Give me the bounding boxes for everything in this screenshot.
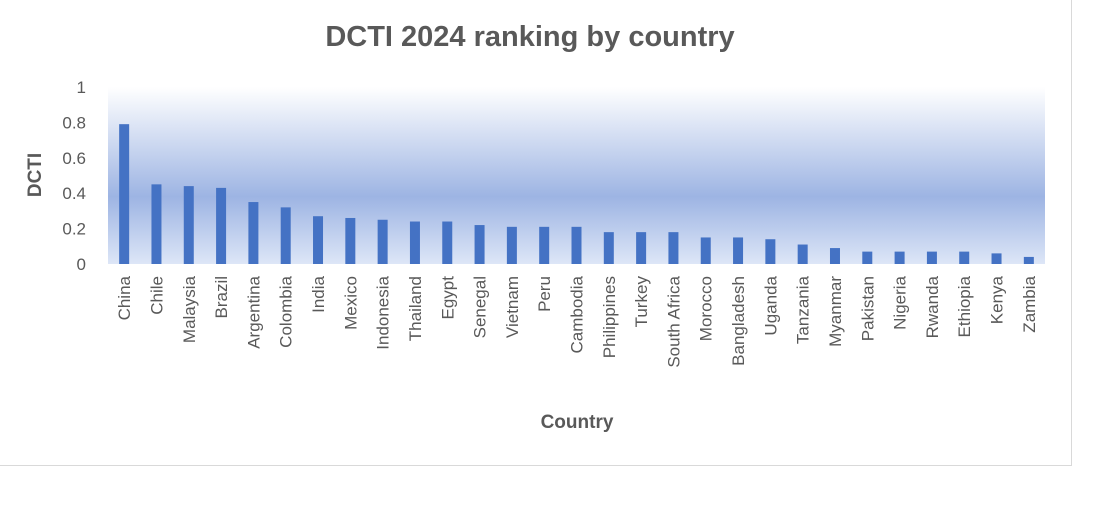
x-axis-labels: China Chile Malaysia Brazil Argentina Colombi… [115,275,1039,367]
x-tick-label: Kenya [988,275,1007,324]
bar [700,237,711,264]
bar [151,184,162,264]
y-tick-label: 0 [77,255,86,274]
bar [829,248,840,264]
bar [894,251,905,264]
bar [926,251,937,264]
x-tick-label: China [115,275,134,320]
y-tick-label: 0.4 [62,184,86,203]
x-tick-label: Turkey [632,276,651,328]
bar [733,237,744,264]
y-tick-label: 0.8 [62,113,86,132]
bar [668,232,679,264]
x-tick-label: Pakistan [858,276,877,341]
bar [571,226,582,264]
x-tick-label: Thailand [406,276,425,341]
bar [119,124,130,264]
x-tick-label: Malaysia [180,275,199,343]
bar [1023,256,1034,264]
x-tick-label: Rwanda [923,275,942,338]
bar [862,251,873,264]
x-tick-label: Colombia [277,275,296,347]
y-tick-label: 1 [77,78,86,97]
y-axis-ticks: 0 0.2 0.4 0.6 0.8 1 [62,78,86,274]
chart-title: DCTI 2024 ranking by country [325,21,734,53]
x-tick-label: South Africa [664,275,683,367]
x-tick-label: Uganda [761,275,780,335]
bars [119,124,1034,264]
x-axis-title: Country [541,412,614,433]
x-tick-label: Tanzania [794,275,813,344]
x-tick-label: Philippines [600,276,619,358]
bar [959,251,970,264]
x-tick-label: Zambia [1020,275,1039,332]
x-tick-label: Argentina [244,275,263,348]
x-tick-label: Chile [147,276,166,315]
bar [991,253,1002,264]
x-tick-label: India [309,275,328,312]
bar [506,226,517,264]
bar [313,216,324,264]
x-tick-label: Indonesia [374,275,393,349]
x-tick-label: Myanmar [826,276,845,347]
bar [474,225,485,264]
y-tick-label: 0.6 [62,149,86,168]
bar [797,244,808,264]
y-tick-label: 0.2 [62,220,86,239]
x-tick-label: Vietnam [503,276,522,338]
bar [765,239,776,264]
x-tick-label: Peru [535,276,554,312]
bar [603,232,614,264]
x-tick-label: Egypt [438,276,457,320]
x-tick-label: Bangladesh [729,276,748,366]
bar [248,202,259,264]
bar [216,187,227,264]
x-tick-label: Brazil [212,276,231,319]
x-tick-label: Cambodia [568,275,587,353]
bar [409,221,420,264]
x-tick-label: Mexico [341,276,360,330]
bar [636,232,647,264]
bar [539,226,550,264]
y-axis-title: DCTI [25,153,46,197]
bar [280,207,291,264]
bar [183,186,194,264]
bar [442,221,453,264]
bar [377,219,388,264]
bar [345,217,356,264]
x-tick-label: Nigeria [891,275,910,329]
x-tick-label: Morocco [697,276,716,341]
x-tick-label: Senegal [471,276,490,338]
x-tick-label: Ethiopia [955,275,974,337]
